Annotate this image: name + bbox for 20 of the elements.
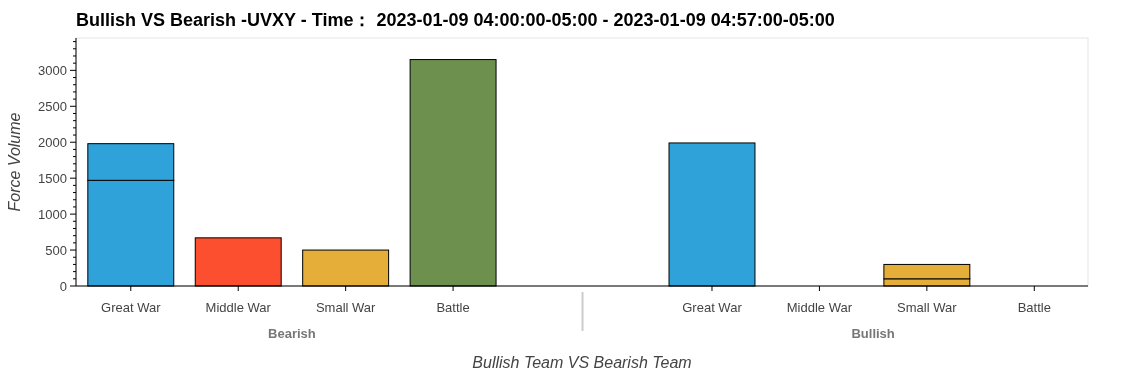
y-tick-label: 2500 [38, 98, 67, 114]
x-tick-label: Small War [897, 300, 958, 315]
text: Bearish [268, 326, 316, 341]
chart-title: Bullish VS Bearish -UVXY - Time： 2023-01-09 04:00:00-05:00 - 2023-01-09 04:57:00-05:00 [76, 10, 835, 30]
y-tick-label: 500 [45, 242, 67, 258]
x-axis-title: Bullish Team VS Bearish Team [472, 354, 692, 371]
y-tick-label: 3000 [38, 62, 67, 78]
x-tick-label: Great War [101, 300, 162, 315]
y-tick-label: 0 [59, 278, 67, 294]
x-tick-label: Battle [436, 300, 470, 315]
x-tick-label: Middle War [205, 300, 272, 315]
x-tick-label: Battle [1017, 300, 1051, 315]
y-tick-label: 1000 [38, 206, 67, 222]
x-tick-label: Great War [682, 300, 743, 315]
x-tick-label: Small War [315, 300, 377, 315]
y-tick-label: 2000 [38, 134, 67, 150]
x-tick-label: Middle War [786, 300, 853, 315]
y-axis-title: Force Volume [6, 112, 23, 212]
y-tick-label: 1500 [38, 170, 67, 186]
text: Bullish [851, 326, 895, 341]
